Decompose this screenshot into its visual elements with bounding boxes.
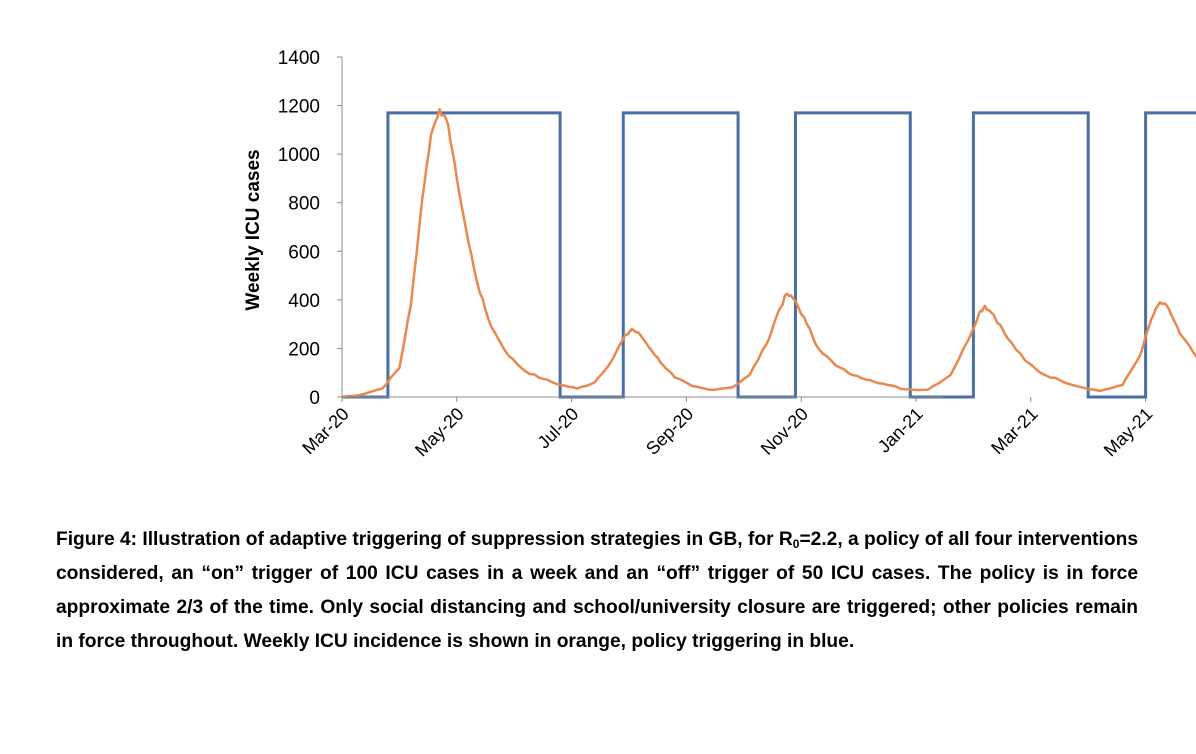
x-tick-label: Jul-20	[534, 404, 583, 453]
axes	[341, 57, 943, 398]
y-tick-label: 400	[288, 291, 320, 312]
x-tick-label: Sep-20	[642, 404, 697, 459]
y-tick-label: 0	[309, 388, 320, 409]
x-tick-label: Nov-20	[757, 404, 812, 459]
caption-text-part-1: Figure 4: Illustration of adaptive trigg…	[56, 529, 793, 550]
caption-subscript: 0	[792, 537, 800, 551]
y-ticks: 0 200 400 600 800 1000 1200 1400	[278, 48, 342, 409]
y-tick-label: 1400	[278, 48, 320, 69]
x-tick-label: Mar-21	[987, 404, 1041, 458]
y-axis-label: Weekly ICU cases	[243, 149, 264, 310]
y-tick-label: 1200	[278, 97, 320, 118]
x-tick-label: May-20	[411, 404, 468, 461]
y-tick-label: 200	[288, 339, 320, 360]
y-tick-label: 800	[288, 194, 320, 215]
policy-trigger-line	[342, 111, 1196, 399]
weekly-icu-line	[341, 107, 1196, 399]
plot-series	[341, 107, 1196, 399]
figure-caption: Figure 4: Illustration of adaptive trigg…	[56, 523, 1138, 659]
x-ticks: Mar-20 May-20 Jul-20 Sep-20 Nov-20 Jan-21 Mar-…	[298, 397, 1157, 461]
y-tick-label: 600	[288, 242, 320, 263]
x-tick-label: Mar-20	[298, 404, 352, 458]
x-tick-label: Jan-21	[874, 404, 927, 457]
y-tick-label: 1000	[278, 145, 320, 166]
caption-text-part-2: =2.2, a policy of all four interventions…	[56, 529, 1138, 652]
x-tick-label: May-21	[1100, 404, 1157, 461]
chart: Weekly ICU cases 0 200 400 600 800 1000 1200 14…	[243, 48, 1196, 461]
